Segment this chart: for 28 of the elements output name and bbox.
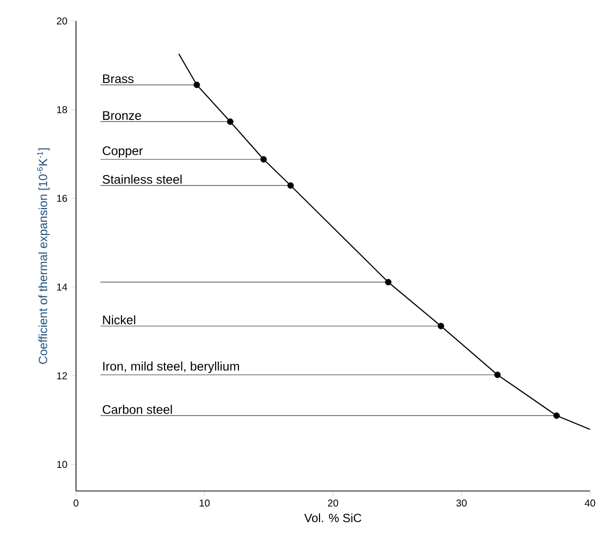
series-label: Bronze xyxy=(103,111,142,120)
y-axis-title: Coefficient of thermal expansion [10$^{-6}$K$^{-1}$] xyxy=(37,148,50,364)
series-label: Copper xyxy=(102,146,143,158)
y-tick-label: 18 xyxy=(57,106,68,114)
point xyxy=(438,322,444,330)
x-tick-label: 10 xyxy=(200,500,210,507)
x-tick-label: 40 xyxy=(584,500,596,507)
x-tick-label: 0 xyxy=(74,500,78,507)
y-tick-label: 16 xyxy=(57,194,68,202)
point xyxy=(260,156,267,163)
series-label: Carbon steel xyxy=(102,404,172,414)
series-label: Brass xyxy=(103,74,134,84)
x-tick-label: 20 xyxy=(328,500,338,507)
series-label: Stainless steel xyxy=(102,174,182,184)
point xyxy=(227,118,234,125)
series-label: Iron, mild steel, beryllium xyxy=(103,362,239,374)
y-tick-label: 14 xyxy=(57,284,68,290)
y-tick-label: 10 xyxy=(57,460,68,468)
y-tick-label: 20 xyxy=(56,17,68,25)
series-label: Nickel xyxy=(103,315,136,324)
point xyxy=(385,278,392,286)
x-tick-label: 30 xyxy=(456,500,467,507)
x-axis-title: Vol. % SiC xyxy=(304,513,362,522)
point xyxy=(194,82,200,88)
y-tick-label: 12 xyxy=(57,372,67,380)
point xyxy=(287,182,294,189)
point xyxy=(553,412,560,419)
point xyxy=(494,372,501,378)
